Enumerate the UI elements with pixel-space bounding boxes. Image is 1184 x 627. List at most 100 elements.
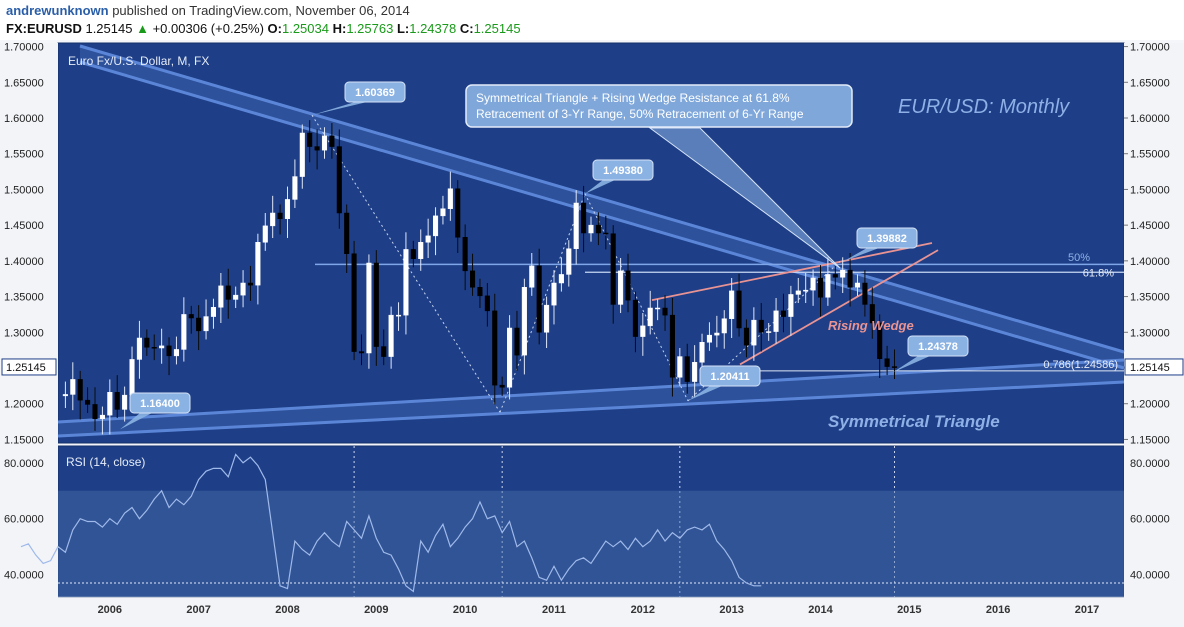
candle-up (551, 282, 557, 306)
year-tick: 2015 (897, 604, 921, 616)
candle-up (558, 274, 564, 284)
label-1.16400: 1.16400 (140, 398, 180, 410)
rsi-title: RSI (14, close) (66, 455, 145, 469)
label-1.39882-pointer (843, 248, 879, 262)
candle-up (233, 294, 239, 300)
candle-down (277, 212, 283, 219)
candle-down (581, 202, 587, 234)
candle-up (721, 318, 727, 334)
year-tick: 2017 (1075, 604, 1099, 616)
label-1.20411: 1.20411 (710, 371, 749, 383)
label-1.16400-box (129, 392, 191, 414)
candle-up (129, 359, 135, 396)
candle-up (810, 277, 816, 291)
candle-up (321, 135, 328, 151)
high-value: 1.25763 (346, 21, 394, 36)
candle-down (514, 327, 520, 356)
candle-down (662, 307, 668, 316)
rsi-tick-left: 80.0000 (4, 458, 44, 470)
price-tick-right: 1.50000 (1130, 184, 1170, 196)
publish-line: andrewunknown published on TradingView.c… (6, 3, 410, 18)
right-axis-background (1124, 43, 1184, 597)
label-1.60369-pointer (312, 102, 367, 116)
label-1.39882-box (856, 227, 918, 249)
last-price-tag-left: 1.25145 (6, 362, 46, 374)
price-tick-left: 1.15000 (4, 434, 44, 446)
label-1.49380-box (592, 159, 654, 181)
candle-up (507, 327, 513, 388)
candle-up (618, 270, 624, 305)
fib-50-label: 50% (1068, 252, 1090, 264)
candle-up (588, 224, 594, 234)
quote-line: FX:EURUSD 1.25145 ▲ +0.00306 (+0.25%) O:… (6, 21, 521, 36)
candle-up (825, 274, 831, 298)
time-axis-background (0, 597, 1184, 627)
candle-up (795, 290, 801, 295)
candle-up (529, 265, 535, 288)
label-1.49380-pointer (585, 180, 615, 194)
candle-down (410, 249, 416, 259)
candle-up (122, 394, 128, 410)
candle-down (758, 319, 764, 333)
candle-down (77, 379, 83, 401)
rsi-tick-left: 60.0000 (4, 514, 44, 526)
price-tick-left: 1.40000 (4, 256, 44, 268)
candle-up (270, 212, 276, 227)
candle-up (447, 188, 453, 209)
candle-up (729, 290, 735, 319)
year-tick: 2007 (186, 604, 210, 616)
candle-down (196, 317, 202, 332)
label-1.24378-pointer (893, 356, 930, 373)
low-label: L: (396, 21, 410, 36)
symmetrical-triangle-label: Symmetrical Triangle (828, 412, 1000, 431)
price-chart[interactable]: RSI (14, close) 1.60369 1.49380 1.39882 1.2… (0, 40, 1184, 627)
candle-up (284, 199, 291, 219)
year-tick: 2016 (986, 604, 1010, 616)
last-price: 1.25145 (85, 21, 133, 36)
symbol-label[interactable]: FX:EURUSD (6, 21, 82, 36)
candle-up (218, 285, 224, 308)
price-tick-right: 1.30000 (1130, 327, 1170, 339)
author-link[interactable]: andrewunknown (6, 3, 109, 18)
price-tick-left: 1.65000 (4, 77, 44, 89)
close-label: C: (459, 21, 474, 36)
rsi-tick-right: 80.0000 (1130, 458, 1170, 470)
candle-up (544, 304, 550, 333)
change-arrow-icon: ▲ (136, 21, 149, 36)
price-tick-right: 1.60000 (1130, 113, 1170, 125)
triangle-lower-band (58, 360, 1124, 436)
price-tick-left: 1.55000 (4, 149, 44, 161)
candle-down (151, 347, 157, 349)
candle-down (625, 270, 631, 301)
rsi-series-line (20, 453, 762, 593)
candle-down (336, 146, 342, 214)
price-tick-right: 1.15000 (1130, 434, 1170, 446)
year-tick: 2006 (98, 604, 122, 616)
candle-down (632, 299, 638, 337)
candle-down (869, 304, 875, 324)
annotation-line-1: Symmetrical Triangle + Rising Wedge Resi… (476, 91, 790, 105)
candle-down (470, 270, 476, 288)
label-1.60369: 1.60369 (355, 87, 395, 99)
price-tick-right: 1.70000 (1130, 42, 1170, 54)
candle-down (736, 290, 742, 329)
candle-down (684, 356, 690, 382)
year-tick: 2010 (453, 604, 477, 616)
chart-header: andrewunknown published on TradingView.c… (0, 0, 1184, 40)
last-price-tag: 1.25145 (1130, 362, 1170, 374)
price-tick-left: 1.60000 (4, 113, 44, 125)
candle-up (714, 332, 720, 336)
rising-wedge-label: Rising Wedge (828, 318, 914, 333)
candle-down (144, 337, 150, 348)
annotation-line-2: Retracement of 3-Yr Range, 50% Retraceme… (476, 107, 804, 121)
candle-down (85, 399, 91, 405)
candle-up (292, 176, 298, 200)
label-1.24378: 1.24378 (918, 341, 958, 353)
fib-786-label: 0.786(1.24586) (1043, 359, 1118, 371)
candle-down (114, 392, 120, 410)
candle-up (136, 337, 142, 360)
annotation-pointer (648, 127, 841, 269)
candle-up (299, 132, 305, 177)
price-tick-right: 1.55000 (1130, 149, 1170, 161)
year-tick: 2011 (542, 604, 566, 616)
